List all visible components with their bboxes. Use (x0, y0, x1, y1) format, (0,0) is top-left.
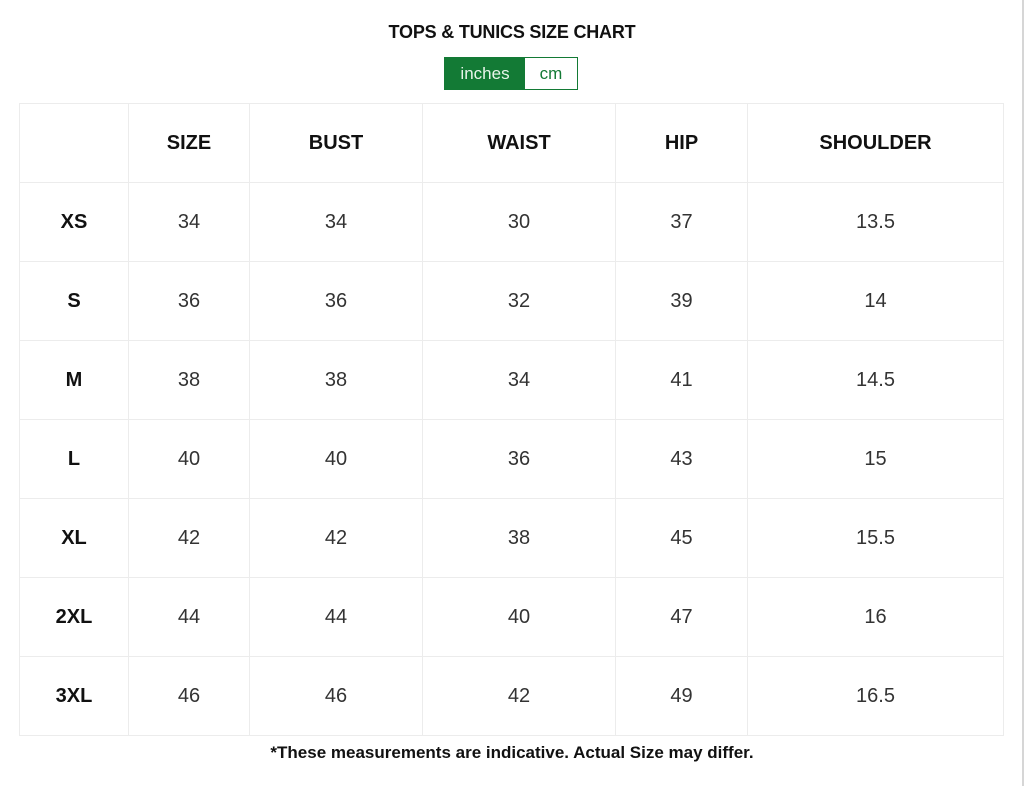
column-header: BUST (249, 103, 423, 183)
footnote: *These measurements are indicative. Actu… (270, 743, 754, 762)
page-title: TOPS & TUNICS SIZE CHART (388, 22, 636, 42)
size-label-cell: S (19, 261, 129, 341)
table-row: M 38 38 34 41 14.5 (19, 340, 1004, 420)
measurement-cell: 41 (615, 340, 748, 420)
column-header (19, 103, 129, 183)
table-row: 2XL 44 44 40 47 16 (19, 577, 1004, 657)
measurement-cell: 16 (747, 577, 1004, 657)
measurement-cell: 36 (128, 261, 250, 341)
measurement-cell: 42 (128, 498, 250, 578)
measurement-cell: 34 (249, 182, 423, 262)
measurement-cell: 34 (128, 182, 250, 262)
measurement-cell: 39 (615, 261, 748, 341)
measurement-cell: 38 (422, 498, 616, 578)
size-label-cell: M (19, 340, 129, 420)
header-row: SIZE BUST WAIST HIP SHOULDER (19, 103, 1004, 183)
measurement-cell: 49 (615, 656, 748, 736)
unit-option-cm[interactable]: cm (525, 58, 577, 89)
measurement-cell: 46 (249, 656, 423, 736)
measurement-cell: 14 (747, 261, 1004, 341)
measurement-cell: 36 (422, 419, 616, 499)
measurement-cell: 38 (249, 340, 423, 420)
table-row: S 36 36 32 39 14 (19, 261, 1004, 341)
measurement-cell: 46 (128, 656, 250, 736)
measurement-cell: 34 (422, 340, 616, 420)
table-row: XS 34 34 30 37 13.5 (19, 182, 1004, 262)
measurement-cell: 43 (615, 419, 748, 499)
column-header: SIZE (128, 103, 250, 183)
table-row: 3XL 46 46 42 49 16.5 (19, 656, 1004, 736)
measurement-cell: 47 (615, 577, 748, 657)
measurement-cell: 37 (615, 182, 748, 262)
measurement-cell: 45 (615, 498, 748, 578)
measurement-cell: 30 (422, 182, 616, 262)
measurement-cell: 32 (422, 261, 616, 341)
size-label-cell: XL (19, 498, 129, 578)
measurement-cell: 16.5 (747, 656, 1004, 736)
size-chart-table: SIZE BUST WAIST HIP SHOULDER XS 34 34 30 37 13.5 S… (19, 103, 1004, 736)
measurement-cell: 14.5 (747, 340, 1004, 420)
column-header: WAIST (422, 103, 616, 183)
table-row: XL 42 42 38 45 15.5 (19, 498, 1004, 578)
measurement-cell: 38 (128, 340, 250, 420)
measurement-cell: 44 (128, 577, 250, 657)
measurement-cell: 15.5 (747, 498, 1004, 578)
unit-option-inches[interactable]: inches (445, 58, 525, 89)
size-label-cell: XS (19, 182, 129, 262)
measurement-cell: 36 (249, 261, 423, 341)
measurement-cell: 40 (249, 419, 423, 499)
scrollbar-edge (1022, 0, 1024, 786)
table-row: L 40 40 36 43 15 (19, 419, 1004, 499)
column-header: SHOULDER (747, 103, 1004, 183)
column-header: HIP (615, 103, 748, 183)
measurement-cell: 42 (422, 656, 616, 736)
size-label-cell: 2XL (19, 577, 129, 657)
measurement-cell: 44 (249, 577, 423, 657)
size-label-cell: L (19, 419, 129, 499)
measurement-cell: 42 (249, 498, 423, 578)
measurement-cell: 40 (128, 419, 250, 499)
measurement-cell: 15 (747, 419, 1004, 499)
measurement-cell: 13.5 (747, 182, 1004, 262)
unit-toggle: inches cm (444, 57, 578, 90)
size-label-cell: 3XL (19, 656, 129, 736)
measurement-cell: 40 (422, 577, 616, 657)
